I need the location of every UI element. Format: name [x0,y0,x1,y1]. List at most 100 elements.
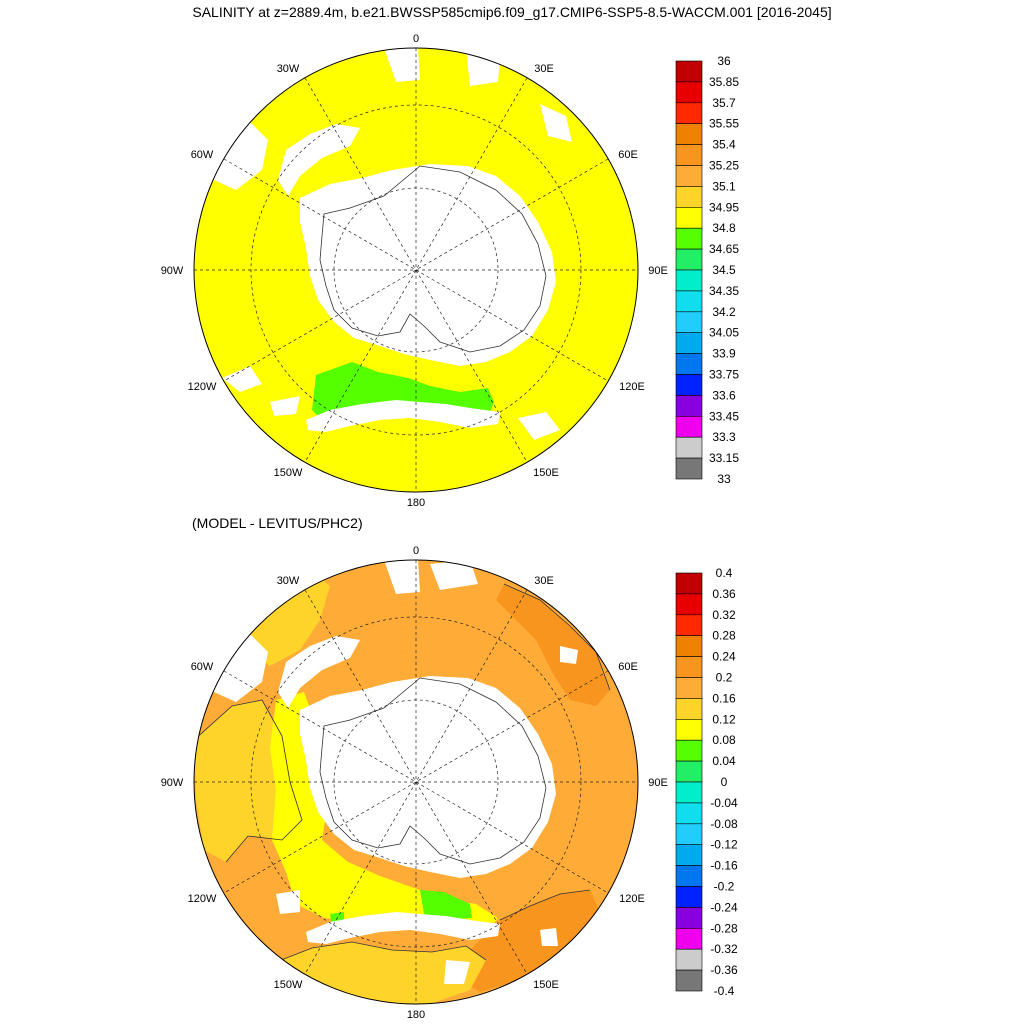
weddell-gap [278,636,360,708]
colorbar-label: 0.32 [712,608,736,622]
colorbar-label: -0.08 [710,817,738,831]
colorbar-label: 0.2 [716,671,733,685]
contour-lines [194,583,611,963]
colorbar-label: 36 [717,54,731,68]
ice-shelf-ross [306,912,500,944]
colorbar-label: 34.35 [709,284,739,298]
colorbar-label: 34.05 [709,326,739,340]
colorbar-label: -0.24 [710,900,738,914]
anomaly-field-0-08 [420,890,472,920]
lon-label: 60E [618,661,638,673]
colorbar-label: -0.04 [710,796,738,810]
salinity-field-34-8 [312,362,494,418]
colorbar-swatch [675,823,703,845]
difference-subtitle: (MODEL - LEVITUS/PHC2) [192,515,363,531]
pacific-gap [276,890,300,914]
colorbar-label: -0.4 [714,984,735,998]
lon-label: 30W [277,63,300,75]
map-border [193,559,639,1005]
colorbar-swatch [675,739,703,762]
colorbar-label: 0.04 [712,754,736,768]
colorbar-swatch [675,948,703,971]
colorbar-swatch [675,332,703,354]
anomaly-field-0-24 [496,584,610,706]
colorbar-label: 33.15 [709,451,739,465]
land-mask [210,48,572,440]
graticule [194,560,638,1004]
lon-label: 0 [413,545,419,557]
antarctica [300,164,556,366]
colorbar-swatch [675,635,703,657]
colorbar-label: 33.3 [712,430,736,444]
lon-label: 30W [277,575,300,587]
colorbar-swatch [675,269,703,292]
colorbar-swatch [675,353,703,375]
pacific-gap-2 [270,396,300,416]
atlantic-gap-2 [430,560,478,590]
lon-label: 60W [191,149,214,161]
salinity-map: 0 30E 60E 90E 120E 150E 180 150W 120W 90… [161,33,668,509]
colorbar-swatch [675,802,703,825]
colorbar-swatch [675,718,703,741]
colorbar-swatch [675,102,703,125]
colorbar-label: -0.28 [710,921,738,935]
colorbar-swatch [675,415,703,438]
lon-label: 90W [161,777,184,789]
colorbar-label: 33.9 [712,347,736,361]
colorbar-label: 35.4 [712,138,736,152]
colorbar-swatch [675,165,703,187]
colorbar-label: 34.8 [712,221,736,235]
colorbar-label: 35.85 [709,75,739,89]
australia-gap [518,412,560,440]
colorbar-label: 0 [721,775,728,789]
colorbar-label: 35.1 [712,179,736,193]
colorbar-swatch [675,614,703,636]
atlantic-gap-2 [466,48,500,86]
colorbar-label: 33 [717,472,731,486]
colorbar-swatch [675,186,703,208]
lon-label: 150E [533,979,559,991]
colorbar-label: 33.75 [709,368,739,382]
colorbar-label: -0.16 [710,859,738,873]
lon-label: 120E [619,381,645,393]
salinity-colorbar: 36 35.85 35.7 35.55 35.4 35.25 35.1 34.95 34.8 34… [675,54,739,486]
colorbar-swatch [675,677,703,699]
colorbar-swatch [675,656,703,678]
pacific-gap-3 [444,960,470,984]
colorbar-swatch [675,781,703,804]
colorbar-label: 0.08 [712,733,736,747]
lon-label: 90E [648,777,668,789]
weddell-gap [278,124,360,196]
colorbar-label: 34.65 [709,242,739,256]
atlantic-gap-1 [384,560,420,594]
anomaly-colorbar: 0.4 0.36 0.32 0.28 0.24 0.2 0.16 0.12 0.08 0.04 0 -… [675,566,738,998]
colorbar-label: -0.36 [710,963,738,977]
colorbar-swatch [675,698,703,720]
colorbar-swatch [675,81,703,104]
colorbar-label: -0.12 [710,838,738,852]
ice-shelf-ross [306,400,500,432]
colorbar-swatch [675,865,703,887]
longitude-labels: 0 30E 60E 90E 120E 150E 180 150W 120W 90… [161,545,668,1021]
colorbar-swatch [675,844,703,866]
colorbar-swatch [675,227,703,250]
anomaly-map: 0 30E 60E 90E 120E 150E 180 150W 120W 90… [161,545,668,1021]
colorbar-label: 0.12 [712,712,736,726]
colorbar-label: 33.6 [712,388,736,402]
colorbar-swatch [675,969,703,992]
atlantic-gap-1 [384,48,420,82]
colorbar-swatch [675,593,703,616]
lon-label: 120E [619,893,645,905]
lon-label: 90E [648,265,668,277]
coastline [319,165,547,353]
colorbar-swatch [675,886,703,908]
colorbar-swatch [675,290,703,313]
colorbar-swatch [675,907,703,929]
colorbar-label: 34.95 [709,200,739,214]
colorbar-label: 0.16 [712,691,736,705]
lon-label: 150E [533,467,559,479]
colorbar-label: 35.7 [712,96,736,110]
colorbar-swatch [675,457,703,480]
colorbar-swatch [675,123,703,145]
